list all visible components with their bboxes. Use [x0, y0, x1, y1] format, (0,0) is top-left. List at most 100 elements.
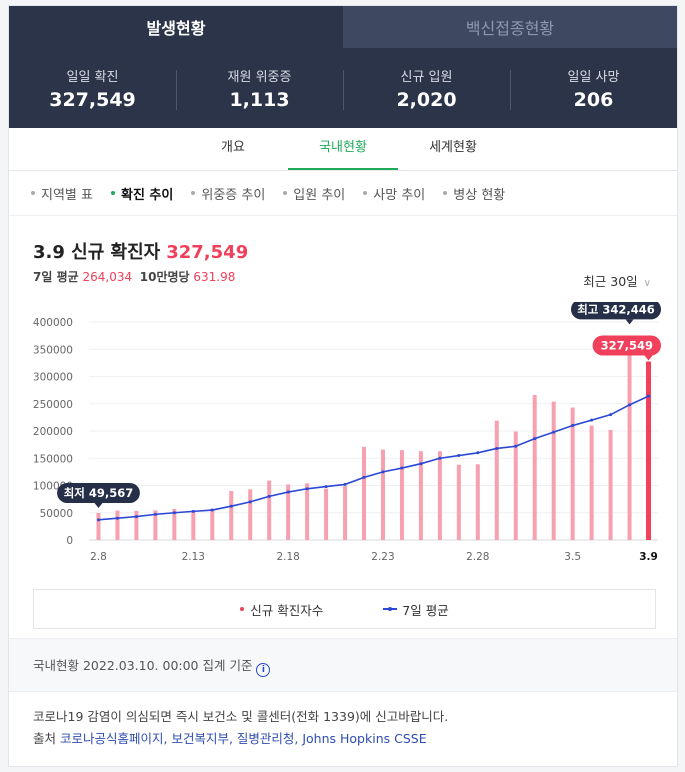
- avg-point: [495, 446, 499, 450]
- bar: [589, 425, 594, 540]
- y-tick-label: 300000: [33, 372, 73, 384]
- filter-label: 사망 추이: [373, 187, 426, 203]
- stat-label: 재원 위중증: [227, 69, 292, 85]
- chart-legend: 신규 확진자수 7일 평균: [33, 589, 656, 629]
- filter-regional-table[interactable]: 지역별 표: [31, 184, 93, 203]
- avg-point: [400, 466, 404, 470]
- avg-point: [438, 456, 442, 460]
- y-tick-label: 350000: [33, 344, 73, 356]
- bullet-icon: [31, 191, 35, 195]
- period-label: 최근 30일: [583, 274, 638, 289]
- filter-critical-trend[interactable]: 위중증 추이: [191, 184, 265, 203]
- bar: [115, 510, 120, 540]
- avg-point: [229, 504, 233, 508]
- notice-text: 코로나19 감염이 의심되면 즉시 보건소 및 콜센터(전화 1339)에 신고…: [33, 709, 449, 724]
- legend-label: 7일 평균: [402, 602, 449, 618]
- stat-critical: 재원 위중증 1,113: [176, 66, 343, 111]
- bar: [494, 420, 499, 540]
- avg-point: [191, 509, 195, 513]
- bar: [627, 353, 632, 540]
- x-tick-label: 2.18: [276, 551, 299, 563]
- callout-pointer: [625, 319, 634, 325]
- avg-point: [210, 508, 214, 512]
- x-tick-label: 2.23: [371, 551, 394, 563]
- filter-label: 입원 추이: [293, 187, 346, 203]
- avg-point: [248, 500, 252, 504]
- filter-confirmed-trend[interactable]: 확진 추이: [110, 184, 173, 203]
- stat-label: 신규 입원: [400, 69, 453, 85]
- avg-line: [98, 395, 649, 521]
- source-label: 출처: [33, 731, 57, 746]
- bar: [456, 464, 461, 540]
- headline-title: 3.9 신규 확진자: [33, 242, 161, 263]
- legend-item-confirmed: 신규 확진자수: [240, 600, 323, 619]
- bar: [646, 361, 652, 540]
- stat-daily-deaths: 일일 사망 206: [510, 66, 677, 111]
- chevron-down-icon: ∨: [643, 278, 651, 289]
- avg-point: [514, 444, 518, 448]
- callout-pointer: [94, 502, 103, 508]
- bar: [248, 489, 253, 540]
- tab-vaccination[interactable]: 백신접종현황: [343, 6, 677, 48]
- bar: [286, 484, 291, 540]
- bullet-icon: [110, 191, 115, 195]
- avg-point: [381, 470, 385, 474]
- x-tick-label: 2.28: [466, 551, 489, 563]
- stat-value: 327,549: [49, 88, 136, 111]
- bar: [437, 451, 442, 540]
- y-tick-label: 250000: [33, 399, 73, 411]
- y-tick-label: 200000: [33, 426, 73, 438]
- bar: [134, 510, 139, 540]
- stat-new-hospitalized: 신규 입원 2,020: [343, 66, 510, 111]
- avg-point: [647, 394, 651, 398]
- bar: [305, 483, 310, 540]
- x-tick-label: 2.13: [182, 551, 205, 563]
- legend-line-icon: [383, 607, 398, 611]
- basis-text: 국내현황 2022.03.10. 00:00 집계 기준: [33, 658, 253, 673]
- filter-beds[interactable]: 병상 현황: [443, 184, 505, 203]
- callout-label: 327,549: [601, 338, 653, 352]
- avg-point: [476, 451, 480, 455]
- avg-point: [571, 424, 575, 428]
- summary-stats: 일일 확진 327,549 재원 위중증 1,113 신규 입원 2,020 일…: [9, 48, 677, 128]
- avg-point: [628, 403, 632, 407]
- avg-point: [590, 418, 594, 422]
- bar: [172, 508, 177, 540]
- avg-point: [267, 494, 271, 498]
- stat-daily-confirmed: 일일 확진 327,549: [9, 66, 176, 111]
- avg-point: [286, 490, 290, 494]
- bar: [475, 464, 480, 540]
- bar: [513, 431, 518, 540]
- tab-world[interactable]: 세계현황: [429, 140, 477, 155]
- y-tick-label: 150000: [33, 453, 73, 465]
- stat-value: 1,113: [229, 88, 290, 111]
- bar: [608, 429, 613, 540]
- y-tick-label: 400000: [33, 317, 73, 329]
- legend-dot-icon: [240, 607, 245, 611]
- filter-deaths-trend[interactable]: 사망 추이: [363, 184, 425, 203]
- confirmed-chart: 4000003500003000002500002000001500001000…: [33, 302, 661, 563]
- per-label: 10만명당: [139, 270, 190, 284]
- avg-point: [305, 487, 309, 491]
- avg-label: 7일 평균: [33, 270, 79, 284]
- tab-overview[interactable]: 개요: [221, 140, 245, 155]
- filter-hospitalized-trend[interactable]: 입원 추이: [283, 184, 345, 203]
- callout-pointer: [644, 355, 653, 361]
- callout-bubble: [571, 302, 661, 320]
- bullet-icon: [191, 191, 196, 195]
- period-dropdown[interactable]: 최근 30일 ∨: [583, 271, 651, 290]
- bar: [210, 508, 215, 540]
- x-tick-label: 3.9: [639, 551, 658, 563]
- avg-point: [457, 454, 461, 458]
- sub-tabs: 개요 국내현황 세계현황: [9, 128, 677, 171]
- tab-outbreak[interactable]: 발생현황: [9, 6, 343, 48]
- avg-point: [533, 437, 537, 441]
- bullet-icon: [283, 191, 288, 195]
- y-tick-label: 0: [66, 535, 73, 547]
- chart-headline: 3.9 신규 확진자 327,549: [33, 238, 248, 264]
- x-tick-label: 2.8: [90, 551, 107, 563]
- tab-domestic[interactable]: 국내현황: [288, 128, 398, 170]
- source-links[interactable]: 코로나공식홈페이지, 보건복지부, 질병관리청, Johns Hopkins C…: [60, 731, 427, 746]
- info-icon[interactable]: i: [256, 663, 271, 677]
- bar: [399, 450, 404, 540]
